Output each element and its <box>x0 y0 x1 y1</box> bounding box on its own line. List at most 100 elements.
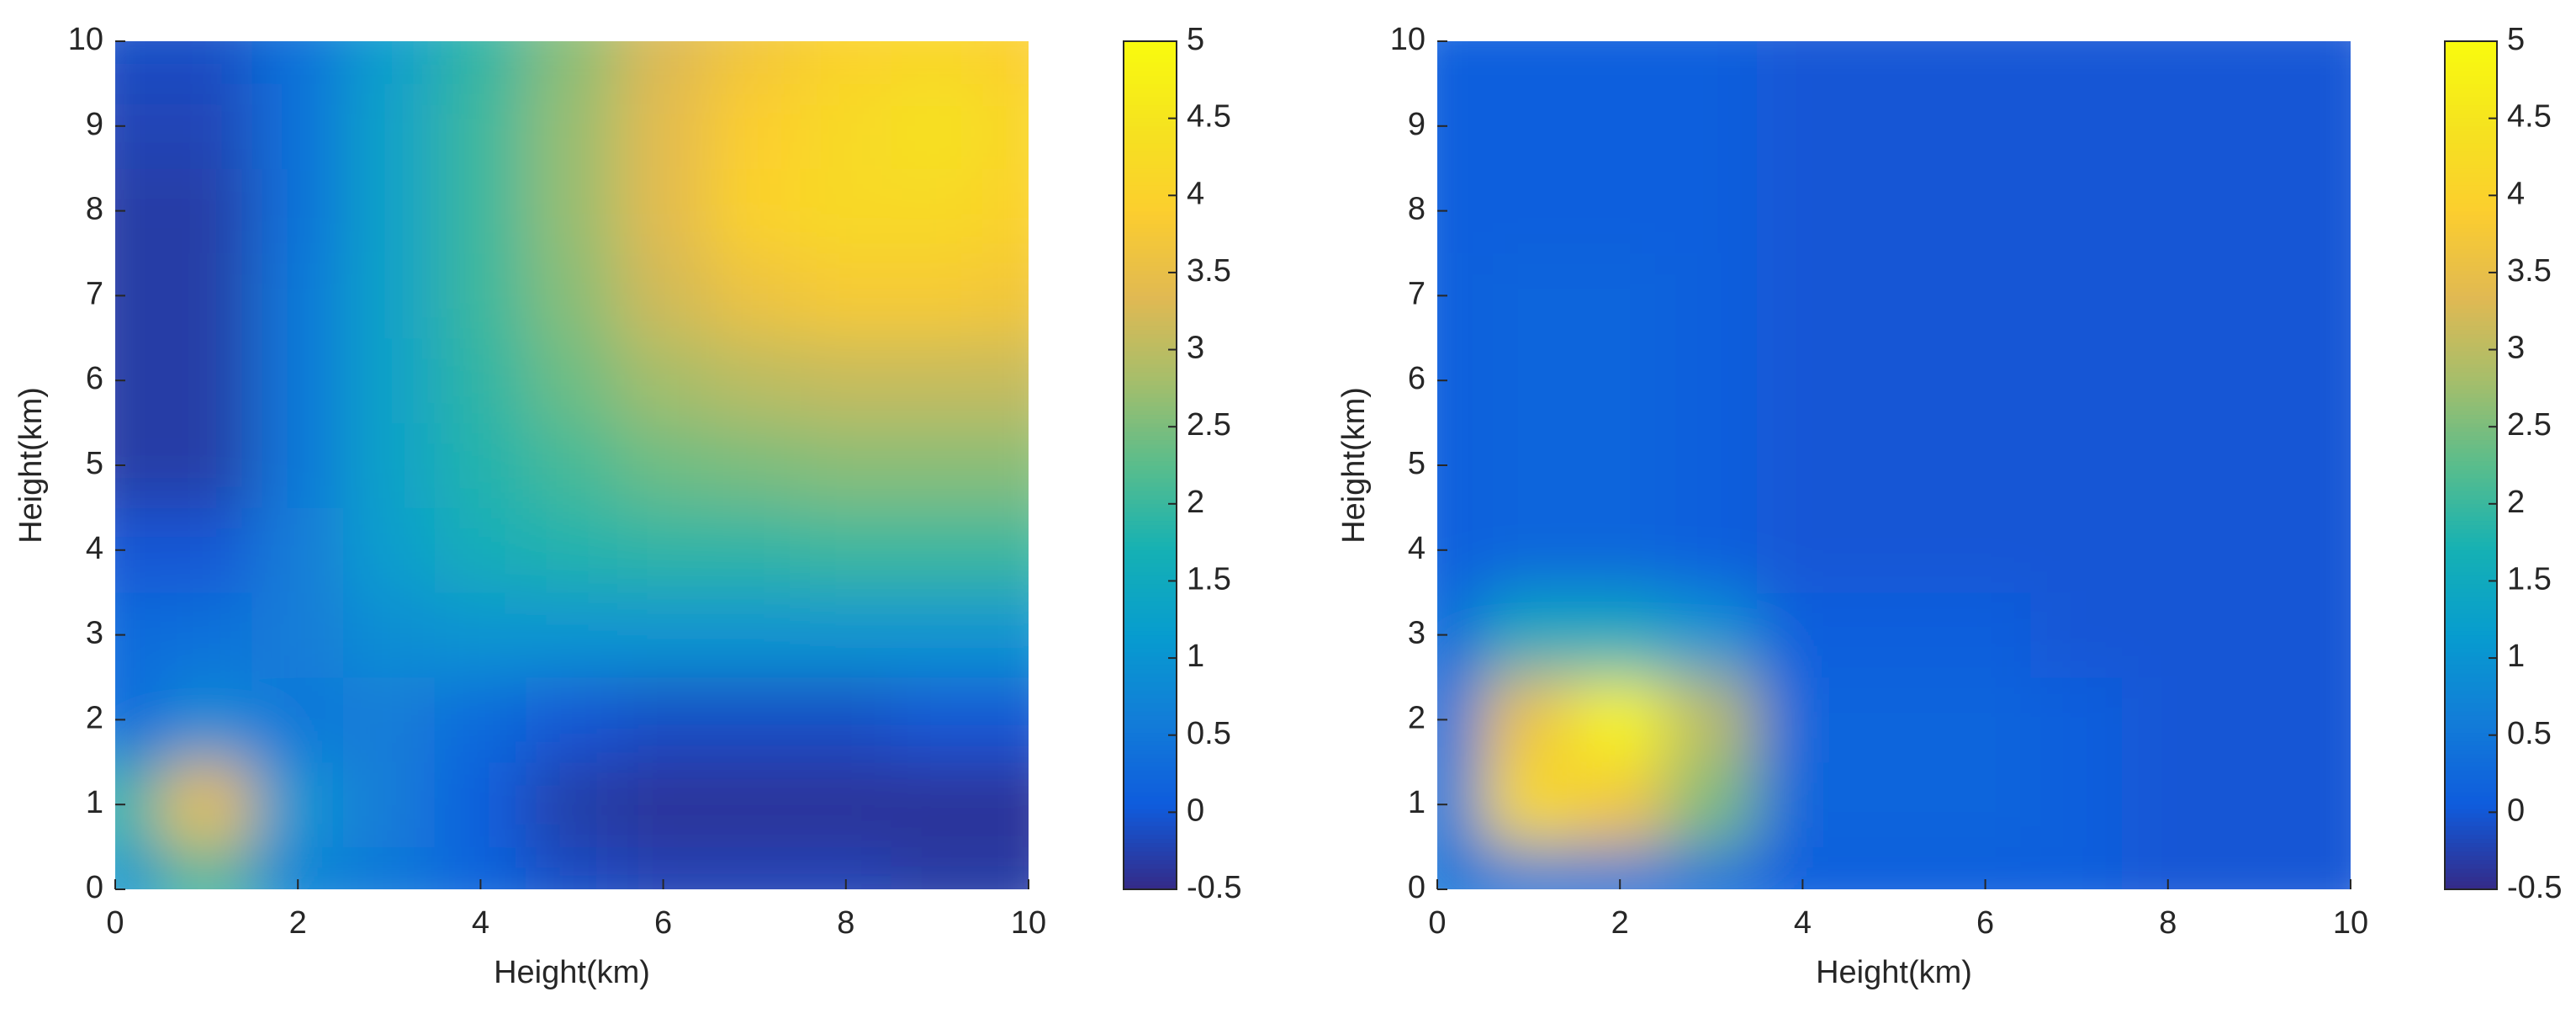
colorbar-band <box>2445 829 2497 835</box>
colorbar-band <box>2445 269 2497 275</box>
colorbar-band <box>1124 473 1177 479</box>
heatmap-cell <box>891 761 984 848</box>
colorbar-band <box>1124 464 1177 470</box>
colorbar-band <box>1124 269 1177 275</box>
x-tick-label: 4 <box>472 905 489 941</box>
colorbar-band <box>2445 74 2497 80</box>
colorbar-band <box>1124 210 1177 216</box>
y-tick-label: 6 <box>1408 361 1426 396</box>
colorbar-band <box>1124 469 1177 475</box>
colorbar-band <box>2445 337 2497 343</box>
colorbar-band <box>2445 45 2497 50</box>
colorbar-band <box>1124 714 1177 720</box>
heatmap-cell <box>891 252 984 339</box>
heatmap <box>1437 41 2351 889</box>
colorbar-band <box>1124 549 1177 555</box>
y-tick-label: 7 <box>86 276 103 311</box>
colorbar-band <box>1124 130 1177 135</box>
colorbar-band <box>2445 782 2497 788</box>
colorbar-band <box>1124 273 1177 279</box>
colorbar-band <box>2445 706 2497 712</box>
heatmap-cell <box>160 846 253 889</box>
colorbar-band <box>1124 481 1177 487</box>
colorbar-band <box>2445 872 2497 878</box>
colorbar-tick-label: 5 <box>2507 22 2525 57</box>
colorbar-tick-label: -0.5 <box>2507 870 2562 905</box>
colorbar-band <box>2445 528 2497 534</box>
heatmap-cell <box>251 337 344 424</box>
colorbar-band <box>1124 431 1177 437</box>
colorbar-band <box>2445 176 2497 182</box>
heatmap-cell <box>800 676 892 763</box>
colorbar-band <box>1124 545 1177 551</box>
colorbar-band <box>2445 740 2497 746</box>
colorbar-band <box>2445 643 2497 649</box>
x-tick-label: 2 <box>1611 905 1629 941</box>
colorbar-tick-label: 1.5 <box>1187 561 1231 597</box>
colorbar-band <box>1124 346 1177 352</box>
heatmap-cell <box>1482 337 1575 424</box>
colorbar-band <box>2445 117 2497 123</box>
colorbar-band <box>2445 812 2497 818</box>
heatmap-cell <box>526 506 618 593</box>
colorbar: -0.5 0 0.5 1 1.5 2 2.5 3 3.5 4 4.5 5 <box>2444 22 2562 905</box>
colorbar-band <box>1124 617 1177 623</box>
heatmap-cell <box>1482 422 1575 508</box>
colorbar-tick-label: 0.5 <box>2507 716 2552 751</box>
heatmap-cell <box>526 676 618 763</box>
colorbar-band <box>1124 639 1177 644</box>
colorbar-band <box>1124 396 1177 402</box>
colorbar-band <box>1124 151 1177 156</box>
heatmap-cell <box>1756 82 1849 169</box>
colorbar-band <box>2445 579 2497 585</box>
colorbar-band <box>2445 676 2497 682</box>
x-tick-label: 4 <box>1794 905 1812 941</box>
colorbar-band <box>1124 634 1177 640</box>
colorbar-band <box>1124 70 1177 76</box>
heatmap-cell <box>1574 82 1666 169</box>
heatmap-cell <box>1756 252 1849 339</box>
colorbar-band <box>1124 418 1177 424</box>
y-tick-label: 2 <box>1408 700 1426 735</box>
colorbar-band <box>1124 808 1177 814</box>
colorbar-band <box>2445 766 2497 772</box>
y-tick-label: 3 <box>1408 616 1426 651</box>
colorbar-band <box>2445 388 2497 394</box>
colorbar-band <box>2445 142 2497 148</box>
colorbar-band <box>1124 672 1177 678</box>
colorbar-band <box>2445 533 2497 538</box>
colorbar-band <box>2445 838 2497 844</box>
colorbar-band <box>2445 159 2497 165</box>
heatmap-cell <box>2030 167 2123 254</box>
heatmap-cell <box>251 422 344 508</box>
heatmap-cell <box>1665 41 1758 84</box>
colorbar-band <box>1124 312 1177 318</box>
colorbar-band <box>2445 375 2497 381</box>
y-tick-label: 3 <box>86 616 103 651</box>
heatmap-cell <box>2213 846 2306 889</box>
colorbar-band <box>1124 282 1177 288</box>
colorbar-tick-label: 3 <box>2507 331 2525 366</box>
heatmap-cell <box>800 337 892 424</box>
colorbar-band <box>2445 697 2497 703</box>
heatmap-cell <box>434 252 527 339</box>
colorbar-band <box>2445 549 2497 555</box>
colorbar-band <box>1124 66 1177 72</box>
heatmap-cell <box>616 676 710 763</box>
colorbar-band <box>1124 732 1177 738</box>
colorbar-band <box>1124 184 1177 190</box>
heatmap-cell <box>2213 167 2306 254</box>
heatmap-cell <box>343 846 436 889</box>
colorbar-band <box>2445 299 2497 305</box>
colorbar-band <box>1124 842 1177 848</box>
heatmap-cell <box>434 167 527 254</box>
colorbar-band <box>2445 494 2497 500</box>
colorbar-band <box>1124 761 1177 767</box>
colorbar-band <box>2445 151 2497 156</box>
colorbar-band <box>1124 49 1177 55</box>
heatmap-cell <box>1939 761 2032 848</box>
colorbar-frame <box>2444 40 2498 890</box>
colorbar-band <box>2445 859 2497 865</box>
heatmap-cell <box>2030 41 2123 84</box>
colorbar-band <box>2445 880 2497 886</box>
